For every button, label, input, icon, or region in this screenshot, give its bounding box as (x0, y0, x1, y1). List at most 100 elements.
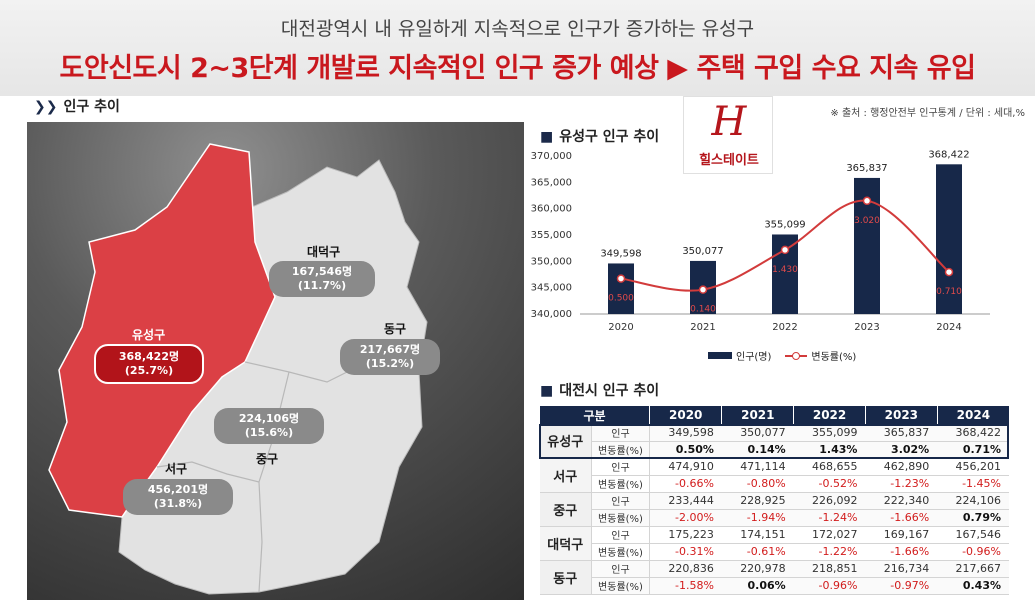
table-cell: 175,223 (649, 526, 722, 544)
table-cell: -1.58% (649, 577, 722, 595)
table-row-label: 인구 (591, 424, 650, 442)
district-name-seo: 서구 (165, 462, 188, 476)
table-cell: 0.79% (937, 509, 1009, 527)
table-cell: -1.24% (793, 509, 866, 527)
table-cell: 220,836 (649, 560, 722, 578)
table-header-cell: 2023 (864, 406, 938, 424)
rate-data-label: 1.430 (772, 265, 798, 275)
table-cell: 350,077 (721, 424, 794, 442)
table-cell: 3.02% (865, 441, 938, 459)
table-cell: -1.22% (793, 543, 866, 561)
table-row: 변동률(%) -1.58% 0.06% -0.96% -0.97% 0.43% (540, 577, 1009, 595)
table-cell: 365,837 (865, 424, 938, 442)
table-row-label: 변동률(%) (591, 543, 650, 561)
table-cell: 220,978 (721, 560, 794, 578)
table-district-cell: 유성구 (539, 424, 592, 459)
y-tick-label: 360,000 (531, 204, 572, 215)
district-map: 대덕구 167,546명 (11.7%) 유성구 368,422명 (25.7%… (27, 122, 524, 600)
chart-section-heading: ■ 유성구 인구 추이 (540, 126, 659, 146)
table-row: 서구 인구 474,910 471,114 468,655 462,890 456,201 (539, 458, 1009, 493)
table-row-label: 변동률(%) (591, 441, 650, 459)
rate-data-label: 0.710 (936, 287, 962, 297)
logo-name: 힐스테이트 (699, 153, 759, 168)
logo-letter: H (711, 99, 747, 145)
rate-data-label: 0.140 (690, 305, 716, 315)
table-header-cell: 2024 (936, 406, 1009, 424)
table-header-cell: 구분 (539, 406, 650, 424)
table-cell: 216,734 (865, 560, 938, 578)
table-cell: 233,444 (649, 492, 722, 510)
header-banner: 대전광역시 내 유일하게 지속적으로 인구가 증가하는 유성구 도안신도시 2~… (0, 0, 1035, 96)
legend-line-swatch (785, 351, 808, 360)
y-tick-label: 355,000 (531, 230, 572, 241)
table-cell: 462,890 (865, 458, 938, 476)
legend-bar-label: 인구(명) (736, 352, 772, 363)
district-name-jung: 중구 (256, 452, 279, 466)
district-pop-yuseong: 368,422명 (118, 350, 180, 363)
table-cell: 1.43% (793, 441, 866, 459)
table-row-label: 인구 (591, 492, 650, 510)
population-chart: 340,000 345,000 350,000 355,000 360,000 365,0… (531, 149, 990, 333)
table-row: 변동률(%) -0.31% -0.61% -1.22% -1.66% -0.96% (540, 543, 1009, 561)
table-row-label: 인구 (591, 560, 650, 578)
x-tick-label: 2023 (854, 322, 879, 333)
square-bullet-icon: ■ (540, 129, 554, 145)
district-pill-daedeok: 167,546명 (11.7%) (269, 261, 375, 297)
district-pill-seo: 456,201명 (31.8%) (123, 479, 233, 515)
table-row-label: 변동률(%) (591, 577, 650, 595)
district-pill-yuseong: 368,422명 (25.7%) (94, 344, 204, 384)
table-header-cell: 2021 (721, 406, 794, 424)
header-title: 도안신도시 2~3단계 개발로 지속적인 인구 증가 예상 ▶ 주택 구입 수요… (59, 53, 976, 84)
table-header-cell: 2022 (793, 406, 866, 424)
header-subtitle: 대전광역시 내 유일하게 지속적으로 인구가 증가하는 유성구 (280, 18, 755, 40)
table-cell: 224,106 (937, 492, 1009, 510)
table-cell: -0.97% (865, 577, 938, 595)
hillstate-logo: H 힐스테이트 (683, 96, 773, 174)
table-cell: -1.66% (865, 509, 938, 527)
table-row-label: 인구 (591, 526, 650, 544)
table-cell: 349,598 (649, 424, 722, 442)
table-cell: 217,667 (937, 560, 1009, 578)
table-cell: -0.61% (721, 543, 794, 561)
district-share-yuseong: (25.7%) (124, 364, 174, 377)
table-cell: 0.50% (649, 441, 722, 459)
map-section-heading: ❯❯ 인구 추이 (34, 96, 120, 116)
table-header-row: 구분 2020 2021 2022 2023 2024 (539, 406, 1009, 424)
y-tick-label: 345,000 (531, 283, 572, 294)
table-section-heading: ■ 대전시 인구 추이 (540, 380, 659, 400)
source-note: ※ 출처 : 행정안전부 인구통계 / 단위 : 세대,% (830, 108, 1025, 119)
district-share-dong: (15.2%) (365, 357, 415, 370)
table-row: 중구 인구 233,444 228,925 226,092 222,340 224,106 (539, 492, 1009, 527)
x-tick-label: 2024 (936, 322, 961, 333)
table-cell: -1.23% (865, 475, 938, 493)
y-tick-label: 370,000 (531, 151, 572, 162)
district-pop-daedeok: 167,546명 (291, 265, 353, 278)
table-cell: 226,092 (793, 492, 866, 510)
y-tick-label: 340,000 (531, 309, 572, 320)
bar-data-label: 355,099 (764, 219, 805, 230)
x-tick-label: 2020 (608, 322, 633, 333)
bar-data-label: 349,598 (600, 248, 641, 259)
district-pop-seo: 456,201명 (147, 483, 209, 496)
district-pop-jung: 224,106명 (238, 412, 300, 425)
table-cell: -0.31% (649, 543, 722, 561)
table-cell: 0.06% (721, 577, 794, 595)
table-cell: -2.00% (649, 509, 722, 527)
table-cell: -0.96% (793, 577, 866, 595)
rate-point (862, 196, 872, 206)
table-cell: 172,027 (793, 526, 866, 544)
table-cell: 0.43% (937, 577, 1009, 595)
chart-section-label: 유성구 인구 추이 (559, 129, 660, 145)
y-tick-label: 365,000 (531, 177, 572, 188)
legend-line-label: 변동률(%) (811, 352, 857, 363)
table-cell: 222,340 (865, 492, 938, 510)
table-cell: 228,925 (721, 492, 794, 510)
table-row: 동구 인구 220,836 220,978 218,851 216,734 217,667 (539, 560, 1009, 595)
table-cell: 355,099 (793, 424, 866, 442)
table-cell: -1.94% (721, 509, 794, 527)
rate-point (698, 285, 708, 294)
map-section-label: 인구 추이 (63, 99, 120, 115)
table-cell: 167,546 (937, 526, 1009, 544)
table-cell: 218,851 (793, 560, 866, 578)
bar-data-label: 365,837 (846, 163, 887, 174)
